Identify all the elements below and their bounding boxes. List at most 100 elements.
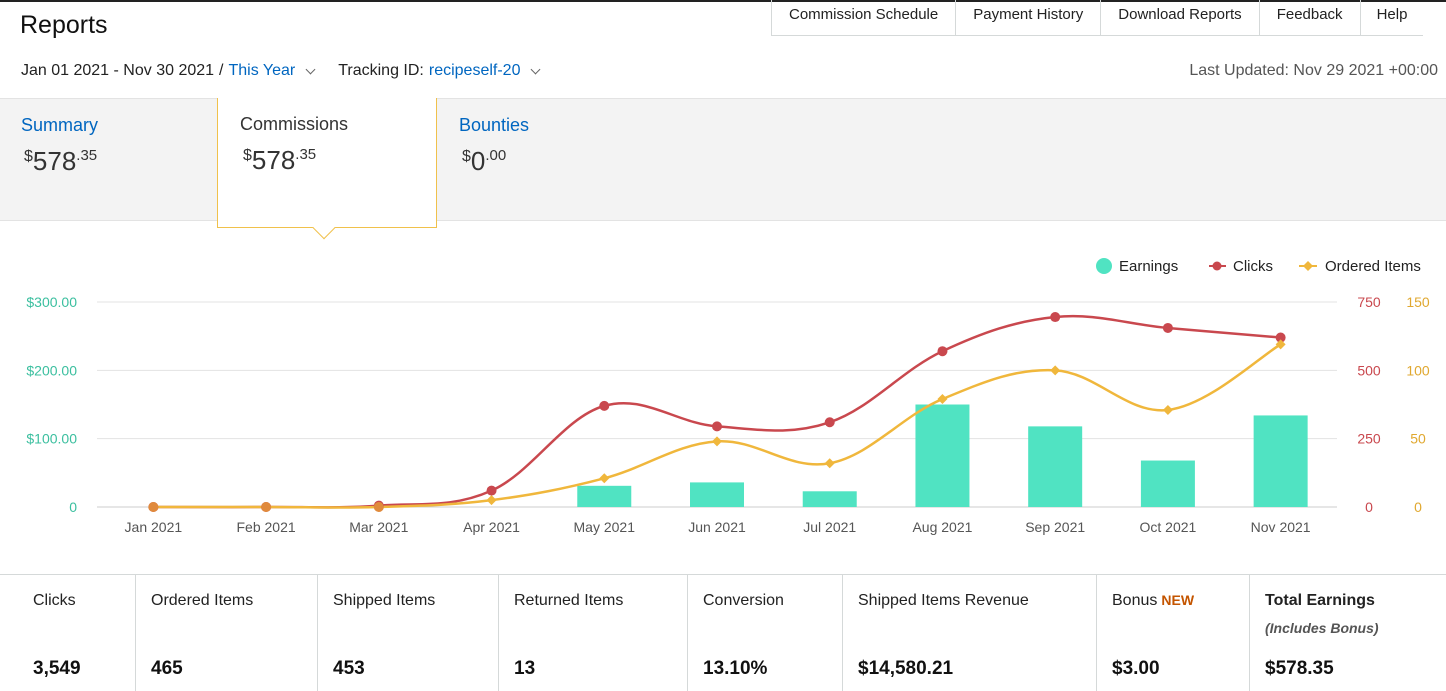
left-axis-tick: $300.00 (26, 294, 77, 310)
right-axis-tick-clicks: 250 (1357, 431, 1381, 447)
date-range: Jan 01 2021 - Nov 30 2021 (21, 62, 215, 79)
tab-bounties[interactable]: Bounties $0.00 (459, 99, 659, 221)
legend-earnings-swatch (1096, 258, 1112, 274)
x-axis-tick: May 2021 (574, 519, 636, 535)
legend-ordered-label: Ordered Items (1325, 258, 1421, 275)
top-nav: Commission Schedule Payment History Down… (771, 0, 1424, 36)
tracking-id-value[interactable]: recipeself-20 (428, 62, 521, 79)
stat-label: Shipped Items Revenue (858, 592, 1029, 609)
x-axis-tick: Apr 2021 (463, 519, 520, 535)
top-border (0, 0, 1446, 2)
filter-row: Jan 01 2021 - Nov 30 2021 / This Year Tr… (21, 62, 541, 80)
bounties-amount: $0.00 (462, 146, 507, 176)
ordered-items-point (937, 394, 948, 405)
earnings-bar (915, 404, 970, 507)
x-axis-tick: Feb 2021 (237, 519, 296, 535)
stat-value: 13.10% (703, 658, 768, 679)
x-axis-tick: Jul 2021 (803, 519, 856, 535)
x-axis-tick: Aug 2021 (912, 519, 972, 535)
x-axis-tick: Nov 2021 (1251, 519, 1311, 535)
tab-summary[interactable]: Summary $578.35 (21, 99, 201, 221)
stat-value: $578.35 (1265, 658, 1334, 679)
clicks-point (1050, 312, 1061, 323)
feedback-link[interactable]: Feedback (1260, 0, 1361, 35)
stat-label: Shipped Items (333, 592, 436, 609)
download-reports-link[interactable]: Download Reports (1101, 0, 1260, 35)
legend-ordered-swatch (1303, 261, 1313, 271)
zero-point (373, 502, 384, 512)
x-axis-tick: Jan 2021 (125, 519, 183, 535)
right-axis-tick-clicks: 0 (1365, 499, 1373, 515)
chevron-down-icon[interactable] (531, 64, 541, 74)
earnings-bar (1028, 426, 1083, 507)
stat-value: 453 (333, 658, 365, 679)
active-tab-pointer (312, 216, 336, 240)
tab-summary-label[interactable]: Summary (21, 115, 99, 135)
clicks-point (1275, 332, 1286, 343)
clicks-point (712, 421, 722, 432)
clicks-point (937, 346, 948, 357)
tab-commissions-label: Commissions (240, 114, 349, 134)
x-axis-tick: Sep 2021 (1025, 519, 1085, 535)
legend-earnings-label: Earnings (1119, 258, 1178, 275)
commissions-amount: $578.35 (243, 145, 317, 175)
left-axis-tick: $100.00 (26, 431, 77, 447)
x-axis-tick: Jun 2021 (688, 519, 746, 535)
tracking-id-selector[interactable]: Tracking ID: recipeself-20 (338, 62, 541, 80)
clicks-point (824, 417, 835, 428)
x-axis-tick: Mar 2021 (349, 519, 408, 535)
clicks-line (153, 314, 1281, 509)
period-dropdown[interactable]: This Year (228, 62, 296, 79)
new-badge: NEW (1161, 592, 1195, 608)
earnings-chart: $300.00 750 150 $200.00 500 100 $100.00 250 50 0 0… (0, 240, 1446, 560)
right-axis-tick-clicks: 500 (1357, 362, 1381, 378)
stat-label: Ordered Items (151, 592, 254, 609)
tab-bounties-label[interactable]: Bounties (459, 115, 530, 135)
earnings-bar (1140, 460, 1195, 507)
summary-amount: $578.35 (24, 146, 98, 176)
clicks-point (486, 485, 497, 496)
chart-svg: $300.00 750 150$200.00 500 100$100.00 250 500 0… (26, 258, 1430, 535)
ordered-items-point (1050, 365, 1061, 376)
stat-value: 3,549 (33, 658, 81, 679)
stat-label: Conversion (703, 592, 784, 609)
earnings-bar (1253, 415, 1308, 507)
earnings-bar (577, 485, 632, 507)
help-link[interactable]: Help (1376, 6, 1408, 23)
stat-value: 465 (151, 658, 183, 679)
clicks-point (599, 400, 610, 411)
stat-clicks: Clicks 3,549 (0, 575, 136, 691)
stat-total-earnings: Total Earnings (Includes Bonus) $578.35 (1250, 575, 1446, 691)
earnings-bar (802, 491, 857, 507)
stat-value: 13 (514, 658, 536, 679)
earnings-bar (690, 482, 744, 507)
stat-value: $14,580.21 (858, 658, 954, 679)
commission-schedule-link[interactable]: Commission Schedule (772, 0, 957, 35)
stat-conversion: Conversion 13.10% (688, 575, 843, 691)
tab-commissions[interactable]: Commissions $578.35 (217, 98, 437, 240)
right-axis-tick-ordered: 100 (1406, 362, 1430, 378)
right-axis-tick-clicks: 750 (1357, 294, 1381, 310)
page-title: Reports (20, 11, 108, 39)
report-tabs: Summary $578.35 Commissions $578.35 Boun… (0, 98, 1446, 240)
chevron-down-icon[interactable] (305, 64, 316, 74)
legend-clicks-label: Clicks (1233, 258, 1273, 275)
stat-returned-items: Returned Items 13 (499, 575, 688, 691)
payment-history-link[interactable]: Payment History (956, 0, 1102, 35)
stat-sublabel: (Includes Bonus) (1265, 620, 1379, 636)
ordered-items-point (599, 473, 610, 484)
zero-point (261, 502, 272, 512)
tracking-label: Tracking ID: (338, 62, 424, 79)
ordered-items-line (153, 343, 1282, 509)
clicks-point (1162, 322, 1173, 333)
ordered-items-point (824, 458, 835, 469)
date-separator: / (219, 62, 224, 79)
zero-point (148, 502, 159, 512)
stat-bonus: Bonus NEW $3.00 (1097, 575, 1250, 691)
stat-shipped-revenue: Shipped Items Revenue $14,580.21 (843, 575, 1097, 691)
stats-bar: Clicks 3,549 Ordered Items 465 Shipped I… (0, 574, 1446, 691)
left-axis-tick: 0 (69, 499, 77, 515)
last-updated: Last Updated: Nov 29 2021 +00:00 (1189, 62, 1438, 79)
ordered-items-point (712, 436, 722, 447)
right-axis-tick-ordered: 0 (1414, 499, 1422, 515)
